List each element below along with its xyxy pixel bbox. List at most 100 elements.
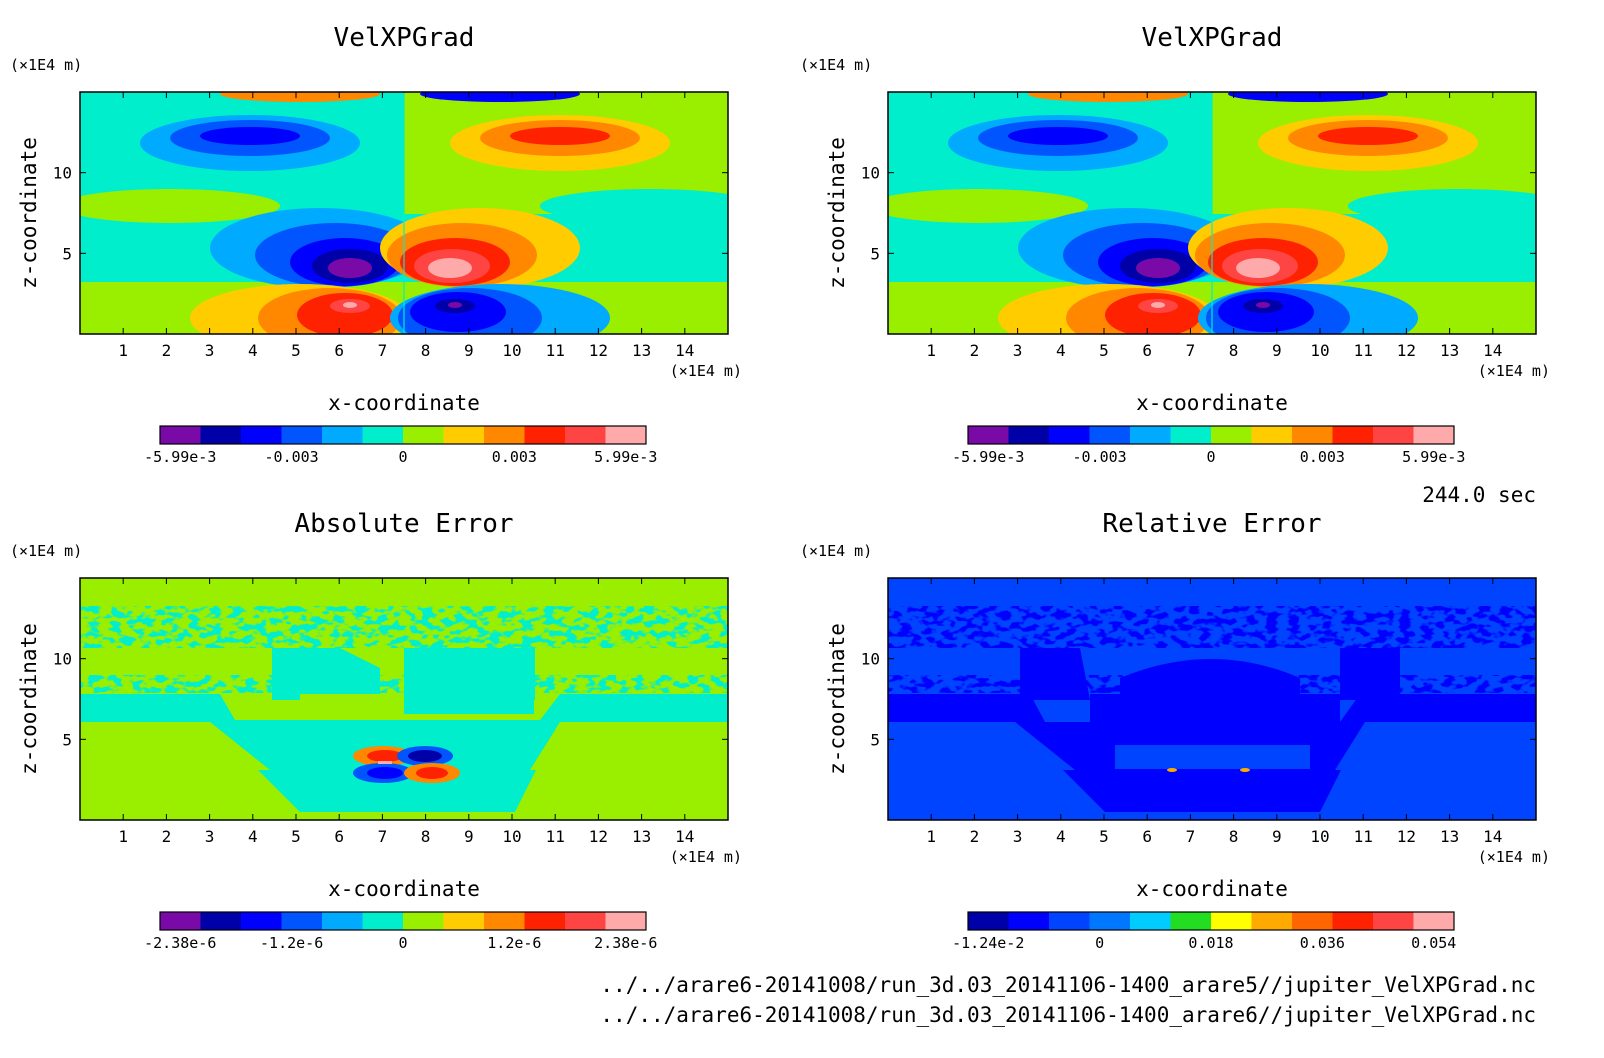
x-tick-label: 4	[1056, 827, 1066, 846]
error-dipole	[353, 746, 460, 783]
colorbar-tick-label: 5.99e-3	[1402, 448, 1465, 466]
colorbar-frame	[967, 425, 1455, 445]
colorbar: -1.24e-2 0 0.018 0.036 0.054	[952, 911, 1456, 952]
x-tick-label: 2	[970, 341, 980, 360]
colorbar-swatch	[1251, 912, 1293, 930]
plot-frame	[79, 91, 729, 335]
x-tick-label: 7	[378, 341, 388, 360]
x-tick-label: 5	[291, 341, 301, 360]
x-tick-label: 12	[589, 827, 608, 846]
colorbar-swatch	[362, 426, 404, 444]
x-tick-label: 3	[1013, 341, 1023, 360]
x-tick-label: 9	[1272, 341, 1282, 360]
colorbar: -5.99e-3 -0.003 0 0.003 5.99e-3	[952, 425, 1465, 466]
heatmap-field	[888, 578, 1536, 820]
x-tick-label: 9	[464, 827, 474, 846]
colorbar-tick-label: -1.2e-6	[260, 934, 323, 952]
colorbar-swatch	[1332, 912, 1374, 930]
x-tick-label: 14	[1483, 827, 1502, 846]
y-axis-label: z-coordinate	[825, 137, 849, 289]
plot-frame	[887, 577, 1537, 821]
x-tick-label: 5	[1099, 341, 1109, 360]
y-axis-label: z-coordinate	[825, 623, 849, 775]
colorbar-tick-label: 0	[1095, 934, 1104, 952]
x-tick-label: 11	[546, 341, 565, 360]
colorbar-tick-label: 0	[398, 934, 407, 952]
colorbar-tick-label: 0.003	[492, 448, 537, 466]
x-tick-label: 12	[1397, 827, 1416, 846]
colorbar-swatch	[200, 912, 242, 930]
colorbar-swatch	[968, 426, 1009, 444]
y-tick-label: 5	[62, 730, 72, 749]
colorbar-tick-label: 5.99e-3	[594, 448, 657, 466]
x-tick-label: 1	[118, 341, 128, 360]
x-tick-label: 1	[926, 827, 936, 846]
panel-relative-error: Relative Error (×1E4 m) 1 2 3 4 5 6 7 8 9 10 11 12 1…	[800, 509, 1550, 952]
chart-title: Absolute Error	[294, 509, 513, 539]
colorbar-swatch	[1089, 426, 1131, 444]
colorbar-swatch	[1292, 426, 1333, 444]
x-tick-label: 7	[1186, 827, 1196, 846]
colorbar-tick-label: -0.003	[265, 448, 319, 466]
x-tick-label: 5	[1099, 827, 1109, 846]
x-tick-label: 14	[675, 341, 694, 360]
colorbar-swatch	[281, 426, 323, 444]
colorbar-swatch	[605, 912, 647, 930]
x-tick-label: 6	[1142, 827, 1152, 846]
x-ticks: 1 2 3 4 5 6 7 8 9 10 11 12 13 14	[926, 92, 1502, 360]
lobe-upper	[140, 92, 670, 171]
x-tick-label: 10	[1310, 827, 1329, 846]
colorbar-swatch	[443, 426, 485, 444]
x-axis-label: x-coordinate	[1136, 391, 1288, 415]
colorbar-tick-label: 0.036	[1300, 934, 1345, 952]
y-ticks: 5 10	[861, 650, 1536, 749]
colorbar: -5.99e-3 -0.003 0 0.003 5.99e-3	[144, 425, 657, 466]
chart-title: VelXPGrad	[334, 23, 475, 53]
colorbar-swatch	[200, 426, 242, 444]
x-tick-label: 13	[632, 341, 651, 360]
x-tick-label: 11	[1354, 827, 1373, 846]
x-tick-label: 12	[589, 341, 608, 360]
x-tick-label: 4	[248, 341, 258, 360]
colorbar-swatch	[968, 912, 1009, 930]
y-unit-label: (×1E4 m)	[10, 56, 82, 74]
x-tick-label: 6	[1142, 341, 1152, 360]
colorbar-swatch	[1008, 912, 1050, 930]
x-axis-label: x-coordinate	[328, 877, 480, 901]
lobe-lower	[190, 284, 610, 334]
colorbar-swatch	[605, 426, 647, 444]
x-tick-label: 3	[205, 341, 215, 360]
colorbar-swatch	[1332, 426, 1374, 444]
colorbar-swatch	[1373, 426, 1414, 444]
colorbar-swatch	[565, 912, 606, 930]
colorbar-swatch	[403, 912, 444, 930]
x-tick-label: 1	[118, 827, 128, 846]
x-tick-label: 13	[1440, 827, 1459, 846]
x-unit-label: (×1E4 m)	[1478, 362, 1550, 380]
x-tick-label: 9	[464, 341, 474, 360]
colorbar-swatch	[443, 912, 485, 930]
heatmap-field	[888, 92, 1536, 334]
colorbar-swatch	[362, 912, 404, 930]
colorbar-swatch	[1413, 426, 1455, 444]
x-tick-label: 13	[632, 827, 651, 846]
colorbar-swatch	[1251, 426, 1293, 444]
x-tick-label: 12	[1397, 341, 1416, 360]
x-tick-label: 7	[378, 827, 388, 846]
colorbar-tick-label: -1.24e-2	[952, 934, 1024, 952]
colorbar-swatch	[322, 426, 363, 444]
x-tick-label: 8	[421, 341, 431, 360]
colorbar-tick-label: -5.99e-3	[952, 448, 1024, 466]
panel-velxpgrad-1: VelXPGrad (×1E4 m)	[10, 23, 742, 466]
x-axis-label: x-coordinate	[1136, 877, 1288, 901]
x-tick-label: 10	[1310, 341, 1329, 360]
y-ticks: 5 10	[53, 650, 728, 749]
colorbar-swatch	[1211, 426, 1252, 444]
colorbar-tick-label: 0	[398, 448, 407, 466]
file-path-1: ../../arare6-20141008/run_3d.03_20141106…	[600, 973, 1536, 997]
x-tick-label: 8	[421, 827, 431, 846]
colorbar-swatch	[1049, 426, 1090, 444]
x-tick-label: 14	[675, 827, 694, 846]
x-tick-label: 2	[162, 827, 172, 846]
x-tick-label: 8	[1229, 827, 1239, 846]
